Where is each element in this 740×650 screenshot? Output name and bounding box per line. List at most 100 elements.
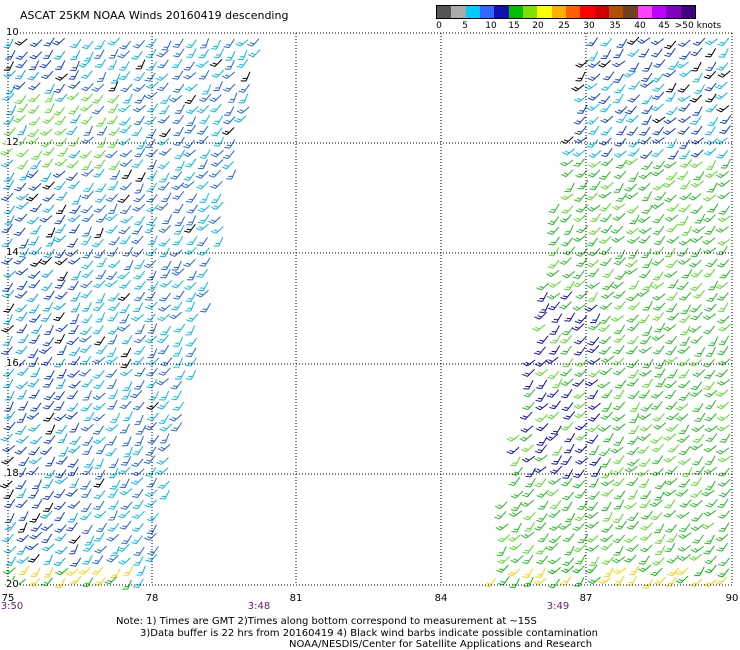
wind-barb [537,500,549,510]
latitude-label: 14 [6,247,19,258]
wind-barb [574,512,587,522]
wind-barb [39,59,52,69]
wind-barb [185,369,197,380]
wind-barb [157,304,171,312]
note-line-2: 3)Data buffer is 22 hrs from 20160419 4)… [140,628,598,639]
wind-barb [690,125,703,135]
wind-barb [573,402,587,410]
wind-barb [651,169,665,177]
wind-barb [547,226,560,235]
wind-barb [3,205,16,215]
wind-barb [81,314,93,324]
wind-barb [667,369,678,379]
wind-barb [42,478,54,489]
wind-barb [663,509,677,518]
wind-barb [70,60,80,71]
wind-barb [79,150,92,159]
wind-barb [107,399,118,410]
wind-barb [118,226,131,235]
wind-barb [93,249,106,259]
wind-barb [55,568,69,576]
wind-barb [18,511,29,521]
wind-barb [600,534,613,543]
wind-barb [692,456,704,466]
wind-barb [0,480,13,489]
wind-barb [638,478,650,488]
wind-barb [703,579,717,587]
wind-barb [692,106,703,116]
wind-barb [535,444,547,454]
wind-barb [715,447,730,455]
wind-barb [629,214,640,225]
wind-barb [585,379,599,387]
wind-barb [571,84,585,92]
wind-barb [654,480,667,490]
wind-barb [586,434,599,444]
wind-barb [135,59,146,70]
wind-barb [616,125,627,136]
wind-barb [640,544,653,553]
wind-barb [92,555,104,565]
wind-barb [83,125,93,136]
wind-barb [131,522,144,532]
wind-barb [133,578,144,588]
wind-barb [718,323,731,332]
wind-barb [549,465,563,474]
wind-barb [144,116,157,126]
wind-barb [136,139,147,150]
wind-barb [110,546,120,557]
wind-barb [248,49,261,58]
wind-barb [93,204,107,213]
wind-barb [155,202,169,211]
wind-barb [584,82,598,90]
wind-barb [108,302,121,311]
wind-barb [71,194,82,205]
wind-barb [522,554,534,564]
wind-barb [70,557,82,567]
wind-barb [196,60,209,68]
wind-barb [131,127,143,137]
wind-barb [169,414,182,422]
wind-barb [716,542,729,552]
wind-barb [119,369,133,377]
wind-barb [535,414,548,423]
wind-barb [599,367,613,376]
wind-barb [717,346,729,356]
wind-barb [613,48,624,59]
wind-barb [587,51,599,62]
wind-barb [715,533,729,542]
wind-barb [718,478,731,487]
wind-barb [651,258,665,266]
wind-barb [16,149,29,158]
wind-barb [93,49,105,60]
wind-barb [692,226,706,234]
wind-barb [702,237,716,245]
scale-swatch [594,6,609,18]
wind-barb [614,84,626,94]
wind-barb [624,465,638,473]
wind-barb [93,490,106,500]
wind-barb [185,337,198,347]
wind-barb [173,357,183,368]
wind-barb [614,490,626,500]
wind-barb [590,313,601,324]
wind-barb [68,70,79,80]
wind-barb [719,269,731,279]
wind-barb [719,433,731,443]
wind-barb [587,336,600,346]
wind-barb [144,223,156,234]
wind-barb [678,532,692,539]
wind-barb [157,313,170,322]
wind-barb [185,106,199,115]
wind-barb [159,423,173,432]
wind-barb [561,565,575,574]
wind-barb [78,566,92,575]
wind-barb [80,289,93,299]
wind-barb [134,183,144,194]
wind-barb [690,282,703,291]
wind-barb [93,532,105,542]
wind-barb [588,477,600,488]
wind-barb [42,337,55,347]
wind-barb [704,455,716,465]
wind-barb [707,182,718,193]
